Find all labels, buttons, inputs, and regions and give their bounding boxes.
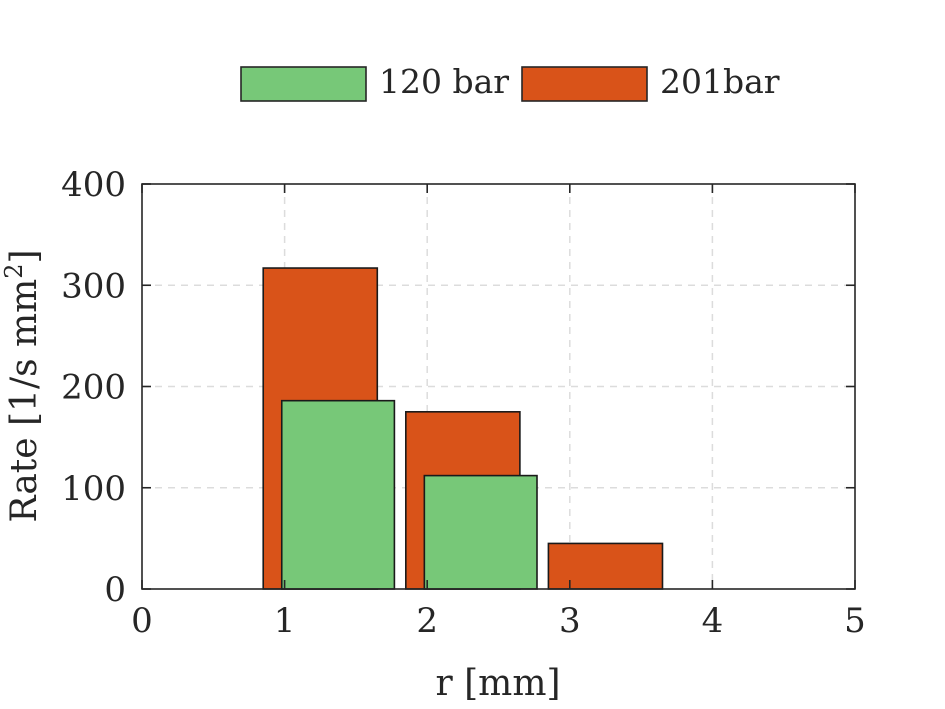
- y-tick-label-3: 300: [61, 266, 126, 306]
- legend-label-120-bar: 120 bar: [379, 62, 509, 101]
- y-axis-label-end: ]: [4, 249, 45, 263]
- x-tick-label-5: 5: [844, 601, 866, 641]
- x-axis-label: r [mm]: [435, 663, 560, 704]
- gridlines: [142, 184, 855, 589]
- bars: [262, 267, 664, 590]
- legend-swatch-120-bar: [240, 66, 367, 102]
- y-axis-label-superscript: 2: [0, 263, 28, 278]
- tick-marks: [141, 183, 856, 590]
- y-tick-label-4: 400: [61, 165, 126, 205]
- tick-labels: 0 1 2 3 4 5 0 100 200 300 400: [61, 165, 866, 641]
- y-tick-label-1: 100: [61, 469, 126, 509]
- bar-120-bar-1: [423, 474, 538, 590]
- x-tick-label-3: 3: [559, 601, 581, 641]
- y-axis-label-main: Rate [1/s mm: [4, 279, 45, 523]
- x-tick-label-0: 0: [131, 601, 153, 641]
- legend: 120 bar 201bar: [240, 62, 780, 102]
- x-tick-label-1: 1: [274, 601, 296, 641]
- legend-label-201bar: 201bar: [660, 62, 780, 101]
- y-tick-label-2: 200: [61, 368, 126, 408]
- bar-201bar-2: [547, 542, 664, 590]
- x-tick-label-2: 2: [416, 601, 438, 641]
- y-tick-label-0: 0: [104, 570, 126, 610]
- x-tick-label-4: 4: [702, 601, 724, 641]
- bar-120-bar-0: [280, 399, 396, 590]
- legend-swatch-201bar: [521, 66, 648, 102]
- y-axis-label: Rate [1/s mm2]: [0, 249, 45, 522]
